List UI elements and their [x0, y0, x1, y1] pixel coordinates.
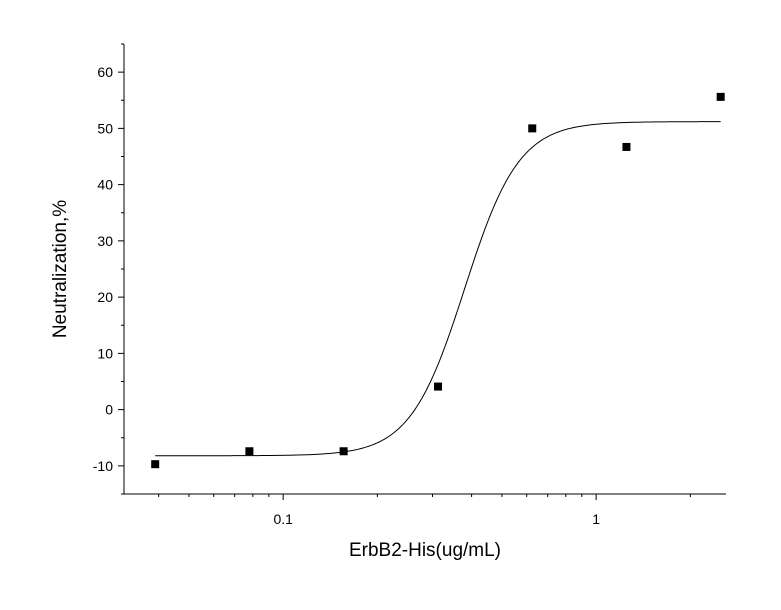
y-tick-label: 50 — [97, 120, 113, 136]
y-tick-label: 40 — [97, 177, 113, 193]
x-tick-label: 0.1 — [273, 511, 293, 527]
data-point — [716, 92, 725, 101]
data-point — [339, 447, 348, 456]
x-axis: 0.1 1 — [124, 493, 726, 527]
x-axis-title: ErbB2-His(ug/mL) — [349, 540, 501, 561]
fit-curve — [155, 121, 721, 457]
y-tick-label: 20 — [97, 289, 113, 305]
data-point — [434, 382, 443, 391]
data-point — [528, 124, 537, 133]
y-tick-label: 60 — [97, 64, 113, 80]
data-point — [245, 447, 254, 456]
y-axis-title: Neutralization,% — [50, 200, 71, 338]
data-points — [151, 92, 725, 469]
y-tick-label: -10 — [93, 458, 113, 474]
y-tick-label: 10 — [97, 345, 113, 361]
y-tick-label: 0 — [105, 402, 113, 418]
data-point — [151, 460, 160, 469]
x-tick-label: 1 — [592, 511, 600, 527]
y-axis: -10 0 10 20 30 40 50 60 — [93, 43, 125, 495]
data-point — [622, 142, 631, 151]
y-tick-label: 30 — [97, 233, 113, 249]
